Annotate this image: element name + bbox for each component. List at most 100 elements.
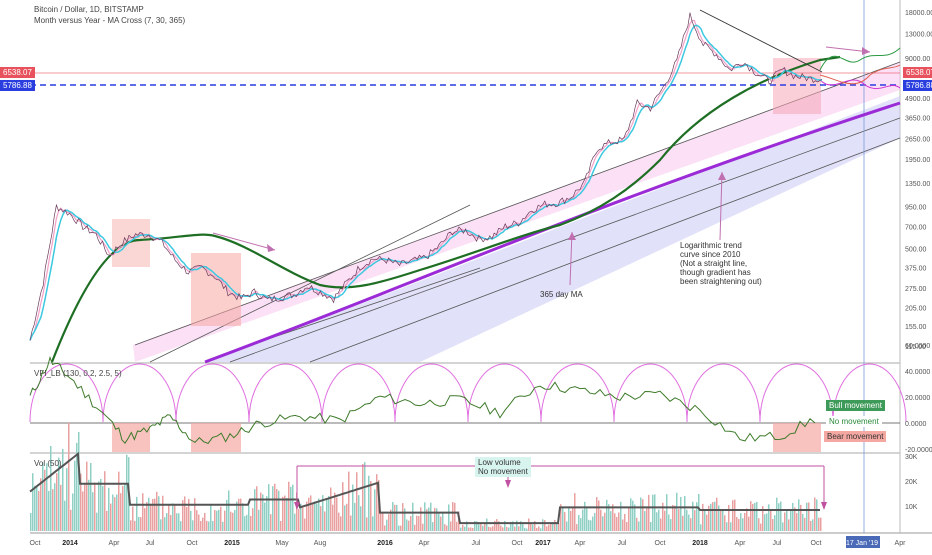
volume-bar xyxy=(196,510,198,531)
volume-bar xyxy=(710,503,712,531)
consolidation-box-2014 xyxy=(112,219,150,267)
vfi-axis-ticks: 60.0000 40.0000 20.0000 0.0000 -20.0000 xyxy=(905,343,932,454)
volume-bar xyxy=(116,494,118,531)
time-tick: Oct xyxy=(30,540,41,547)
volume-bar xyxy=(460,527,462,531)
volume-bar xyxy=(466,521,468,531)
volume-bar xyxy=(740,513,742,531)
volume-bar xyxy=(634,504,636,531)
ma365-annotation: 365 day MA xyxy=(540,290,583,299)
volume-bar xyxy=(718,505,720,531)
volume-bar xyxy=(708,505,710,531)
volume-bar xyxy=(612,504,614,531)
volume-bar xyxy=(564,512,566,531)
volume-bar xyxy=(312,503,314,531)
volume-bar xyxy=(794,507,796,531)
ma365-line xyxy=(50,55,841,363)
volume-bar xyxy=(178,513,180,531)
consolidation-box-2018 xyxy=(773,58,821,114)
price-line xyxy=(29,12,823,341)
volume-axis-ticks: 30K 20K 10K xyxy=(905,454,918,511)
volume-bar xyxy=(172,503,174,531)
volume-bar xyxy=(784,512,786,531)
volume-bar xyxy=(726,522,728,531)
volume-bar xyxy=(706,514,708,531)
volume-bar xyxy=(60,484,62,531)
volume-bar xyxy=(316,503,318,531)
volume-bar xyxy=(372,516,374,531)
volume-bar xyxy=(292,484,294,531)
volume-bar xyxy=(772,519,774,531)
volume-bar xyxy=(768,504,770,531)
volume-bar xyxy=(518,526,520,531)
vfi-arc xyxy=(248,363,323,423)
volume-bar xyxy=(712,502,714,531)
volume-bar xyxy=(474,520,476,531)
volume-bar xyxy=(638,521,640,531)
volume-bar xyxy=(286,497,288,531)
volume-bar xyxy=(516,520,518,531)
volume-bar xyxy=(72,493,74,531)
volume-bar xyxy=(296,492,298,531)
volume-bar xyxy=(266,496,268,531)
volume-bar xyxy=(618,512,620,531)
volume-bar xyxy=(640,497,642,531)
volume-bar xyxy=(210,503,212,531)
volume-bar xyxy=(512,521,514,531)
vfi-arc xyxy=(102,363,177,423)
forecast-red xyxy=(819,64,901,85)
volume-bar xyxy=(428,507,430,531)
volume-bar xyxy=(276,489,278,531)
volume-bar xyxy=(642,499,644,531)
volume-bar xyxy=(692,501,694,531)
volume-bar xyxy=(730,522,732,531)
volume-bar xyxy=(468,527,470,531)
volume-bar xyxy=(208,521,210,531)
volume-bar xyxy=(608,504,610,531)
volume-bar xyxy=(360,506,362,531)
volume-bar xyxy=(756,501,758,531)
volume-bar xyxy=(798,499,800,531)
volume-bar xyxy=(704,510,706,531)
volume-bar xyxy=(802,513,804,531)
low-volume-arrow-right xyxy=(821,502,827,510)
time-tick: Apr xyxy=(109,540,121,547)
bear-movement-tag: Bear movement xyxy=(824,431,887,442)
volume-bar xyxy=(38,491,40,531)
time-tick: May xyxy=(275,540,289,547)
volume-bar xyxy=(544,520,546,531)
volume-bar xyxy=(134,520,136,531)
volume-bar xyxy=(76,442,78,531)
volume-bar xyxy=(396,504,398,531)
channel-line-5 xyxy=(249,267,481,346)
volume-bar xyxy=(354,502,356,531)
volume-bar xyxy=(226,499,228,531)
volume-bar xyxy=(722,510,724,531)
volume-bar xyxy=(582,509,584,531)
volume-bar xyxy=(470,527,472,531)
volume-bar xyxy=(746,508,748,531)
volume-bar xyxy=(528,518,530,531)
ath-resistance-line xyxy=(699,9,823,73)
vfi-arc xyxy=(832,363,907,423)
volume-bar xyxy=(84,483,86,531)
volume-bar xyxy=(404,508,406,531)
volume-bar xyxy=(522,524,524,531)
volume-bar xyxy=(148,497,150,531)
volume-bar xyxy=(254,489,256,531)
volume-bar xyxy=(806,502,808,531)
volume-bar xyxy=(198,514,200,531)
volume-bar xyxy=(362,463,364,531)
volume-bar xyxy=(146,502,148,531)
volume-bar xyxy=(588,519,590,531)
volume-bar xyxy=(140,517,142,531)
volume-bar xyxy=(624,513,626,531)
volume-bar xyxy=(700,524,702,531)
volume-bar xyxy=(334,492,336,531)
low-volume-tag: Low volume No movement xyxy=(475,457,531,477)
volume-bar xyxy=(524,527,526,531)
volume-bar xyxy=(294,513,296,531)
volume-bar xyxy=(494,520,496,531)
volume-bar xyxy=(390,509,392,531)
volume-tick: 30K xyxy=(905,454,918,461)
